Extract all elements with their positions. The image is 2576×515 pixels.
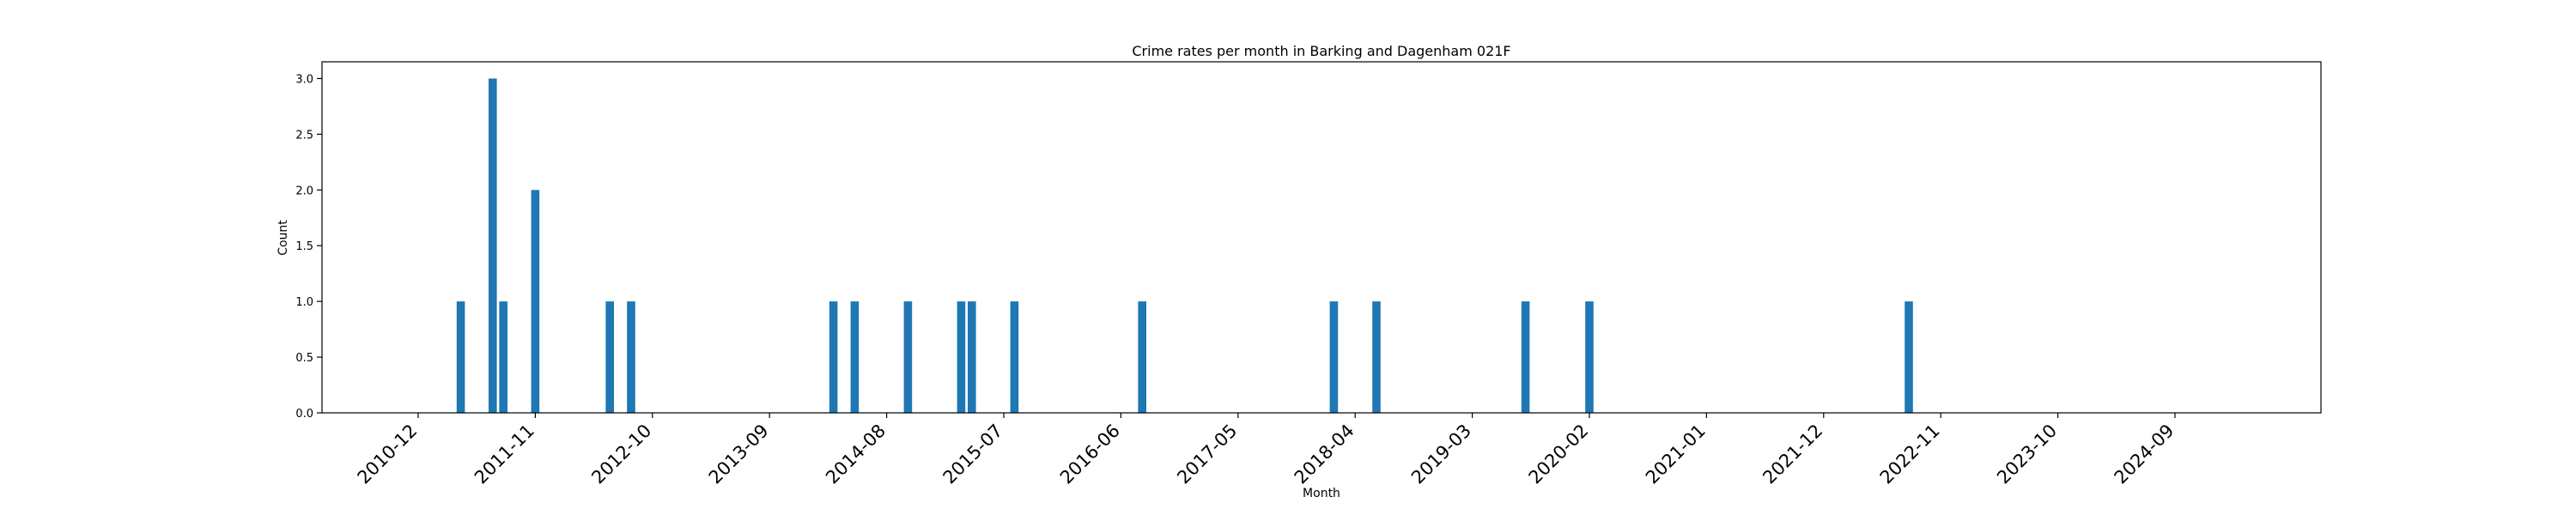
y-tick-label: 0.5 xyxy=(295,352,313,365)
x-tick-label: 2022-11 xyxy=(1876,421,1944,488)
bar xyxy=(1372,301,1381,413)
bar xyxy=(1329,301,1339,413)
plot-frame xyxy=(321,61,2322,414)
x-tick-label: 2021-01 xyxy=(1642,421,1710,488)
x-tick-label: 2014-08 xyxy=(822,421,890,488)
bar xyxy=(829,301,838,413)
y-tick-label: 1.5 xyxy=(295,240,313,253)
x-axis-ticks: 2010-12 2011-11 2012-10 2013-09 2014-08 2015-… xyxy=(354,413,2178,488)
y-tick-label: 2.5 xyxy=(295,129,313,142)
bar xyxy=(1905,301,1913,413)
x-tick-label: 2019-03 xyxy=(1407,421,1475,488)
chart-title: Crime rates per month in Barking and Dag… xyxy=(1132,43,1510,59)
x-tick-label: 2018-04 xyxy=(1291,421,1358,488)
x-tick-label: 2021-12 xyxy=(1759,421,1826,488)
bar xyxy=(605,301,614,413)
y-tick-label: 0.0 xyxy=(295,408,313,421)
y-axis-ticks: 0.0 0.5 1.0 1.5 2.0 2.5 3.0 xyxy=(295,73,322,421)
bar xyxy=(499,301,507,413)
x-tick-label: 2015-07 xyxy=(939,421,1007,488)
bar xyxy=(1585,301,1594,413)
x-tick-label: 2024-09 xyxy=(2111,421,2178,488)
x-axis-label: Month xyxy=(1303,487,1340,500)
x-tick-label: 2013-09 xyxy=(705,421,773,488)
x-tick-label: 2020-02 xyxy=(1525,421,1593,488)
y-tick-label: 3.0 xyxy=(295,73,313,86)
y-tick-label: 1.0 xyxy=(295,296,313,309)
bar xyxy=(1521,301,1530,413)
x-tick-label: 2012-10 xyxy=(587,421,655,488)
bar xyxy=(456,301,465,413)
y-tick-label: 2.0 xyxy=(295,185,313,197)
y-axis-label: Count xyxy=(276,220,290,256)
bar xyxy=(850,301,860,413)
bar xyxy=(1138,301,1146,413)
bar xyxy=(627,301,635,413)
bar xyxy=(903,301,913,413)
x-tick-label: 2010-12 xyxy=(354,421,422,488)
x-tick-label: 2016-06 xyxy=(1056,421,1124,488)
x-tick-label: 2023-10 xyxy=(1993,421,2061,488)
bar xyxy=(489,78,497,413)
bar xyxy=(957,301,966,413)
x-tick-label: 2017-05 xyxy=(1173,421,1241,488)
bar xyxy=(968,301,976,413)
bar xyxy=(1010,301,1019,413)
x-tick-label: 2011-11 xyxy=(471,421,538,488)
bar xyxy=(531,190,540,413)
bars-group xyxy=(456,78,1913,413)
